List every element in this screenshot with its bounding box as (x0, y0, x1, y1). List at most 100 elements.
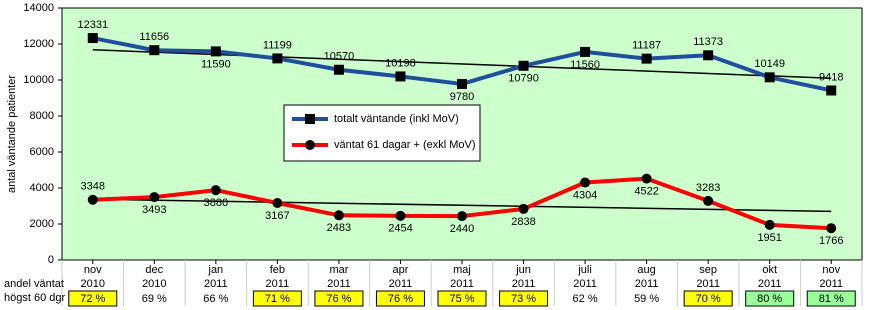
marker (333, 210, 344, 221)
data-label: 3493 (142, 204, 166, 216)
data-label: 11373 (693, 36, 723, 48)
marker (457, 211, 467, 222)
share-value: 76 % (388, 293, 413, 305)
marker (518, 60, 529, 71)
x-tick-year: 2011 (204, 278, 228, 290)
marker (87, 194, 98, 205)
share-highlight (499, 290, 549, 307)
x-tick-label: jan (208, 264, 224, 276)
marker (764, 219, 775, 230)
marker (272, 197, 283, 208)
x-tick-year: 2011 (696, 278, 720, 290)
marker (210, 46, 221, 57)
share-value: 70 % (696, 293, 721, 305)
share-highlight (437, 290, 487, 307)
data-label: 2454 (388, 223, 412, 235)
data-label: 3880 (204, 197, 228, 209)
x-tick-year: 2011 (573, 278, 597, 290)
legend-box (283, 104, 481, 162)
data-label: 11656 (139, 31, 169, 43)
marker (149, 45, 160, 56)
data-label: 4304 (573, 189, 597, 201)
data-label: 11199 (263, 39, 292, 51)
x-tick-label: apr (393, 264, 409, 276)
share-highlight (683, 290, 733, 307)
data-label: 9418 (819, 71, 843, 83)
y-tick-label: 0 (48, 254, 54, 266)
x-tick-label: okt (762, 264, 777, 276)
legend-label: totalt väntande (inkl MoV) (334, 113, 459, 125)
data-label: 1766 (819, 235, 843, 247)
legend-marker (305, 114, 315, 124)
x-tick-label: aug (637, 264, 655, 276)
row-label: andel väntat (4, 278, 64, 290)
y-tick-label: 4000 (30, 182, 54, 194)
data-label: 2483 (327, 222, 351, 234)
share-value: 75 % (449, 293, 474, 305)
marker (764, 72, 775, 83)
marker (580, 46, 591, 57)
share-value: 73 % (511, 293, 536, 305)
share-highlight (252, 290, 302, 307)
share-highlight (314, 290, 364, 307)
marker (641, 173, 652, 184)
x-tick-label: dec (145, 264, 163, 276)
marker (333, 64, 344, 75)
y-tick-label: 2000 (30, 218, 54, 230)
share-value: 71 % (265, 293, 290, 305)
data-label: 1951 (757, 232, 781, 244)
share-highlight (806, 290, 856, 307)
marker (272, 53, 283, 64)
marker (149, 192, 160, 203)
share-value: 66 % (203, 293, 228, 305)
marker (826, 223, 837, 234)
data-label: 3348 (81, 181, 105, 193)
y-tick-label: 8000 (30, 110, 54, 122)
marker (395, 71, 406, 82)
share-value: 80 % (757, 293, 782, 305)
x-tick-label: feb (270, 264, 285, 276)
share-value: 62 % (573, 293, 598, 305)
data-label: 10790 (508, 73, 539, 85)
share-value: 59 % (634, 293, 659, 305)
x-tick-label: mar (329, 264, 348, 276)
x-tick-year: 2011 (819, 278, 843, 290)
data-label: 10149 (754, 58, 785, 70)
legend-marker (305, 140, 315, 150)
data-label: 2838 (511, 216, 535, 228)
x-tick-year: 2011 (327, 278, 351, 290)
marker (703, 195, 714, 206)
data-label: 2440 (450, 223, 474, 235)
row-label: högst 60 dgr (4, 292, 65, 304)
x-tick-year: 2011 (512, 278, 536, 290)
y-tick-label: 12000 (23, 38, 54, 50)
legend-label: väntat 61 dagar + (exkl MoV) (334, 139, 476, 151)
x-tick-label: maj (453, 264, 471, 276)
share-highlight (745, 290, 795, 307)
data-label: 4522 (634, 186, 658, 198)
share-highlight (68, 290, 118, 307)
share-value: 72 % (80, 293, 105, 305)
data-label: 11187 (632, 40, 661, 52)
marker (641, 53, 652, 64)
marker (87, 33, 98, 44)
data-label: 11560 (570, 59, 600, 71)
x-tick-label: sep (699, 264, 717, 276)
marker (703, 50, 714, 61)
data-label: 3283 (696, 182, 720, 194)
data-label: 12331 (77, 19, 108, 31)
y-axis-label: antal väntande patienter (6, 75, 18, 193)
x-tick-year: 2011 (389, 278, 413, 290)
marker (210, 185, 221, 196)
share-highlight (375, 290, 425, 307)
x-tick-year: 2010 (142, 278, 166, 290)
share-value: 81 % (819, 293, 844, 305)
x-tick-year: 2011 (758, 278, 782, 290)
data-label: 10198 (385, 57, 416, 69)
y-tick-label: 6000 (30, 146, 54, 158)
data-label: 3167 (265, 210, 289, 222)
x-tick-year: 2010 (81, 278, 105, 290)
marker (826, 85, 837, 96)
